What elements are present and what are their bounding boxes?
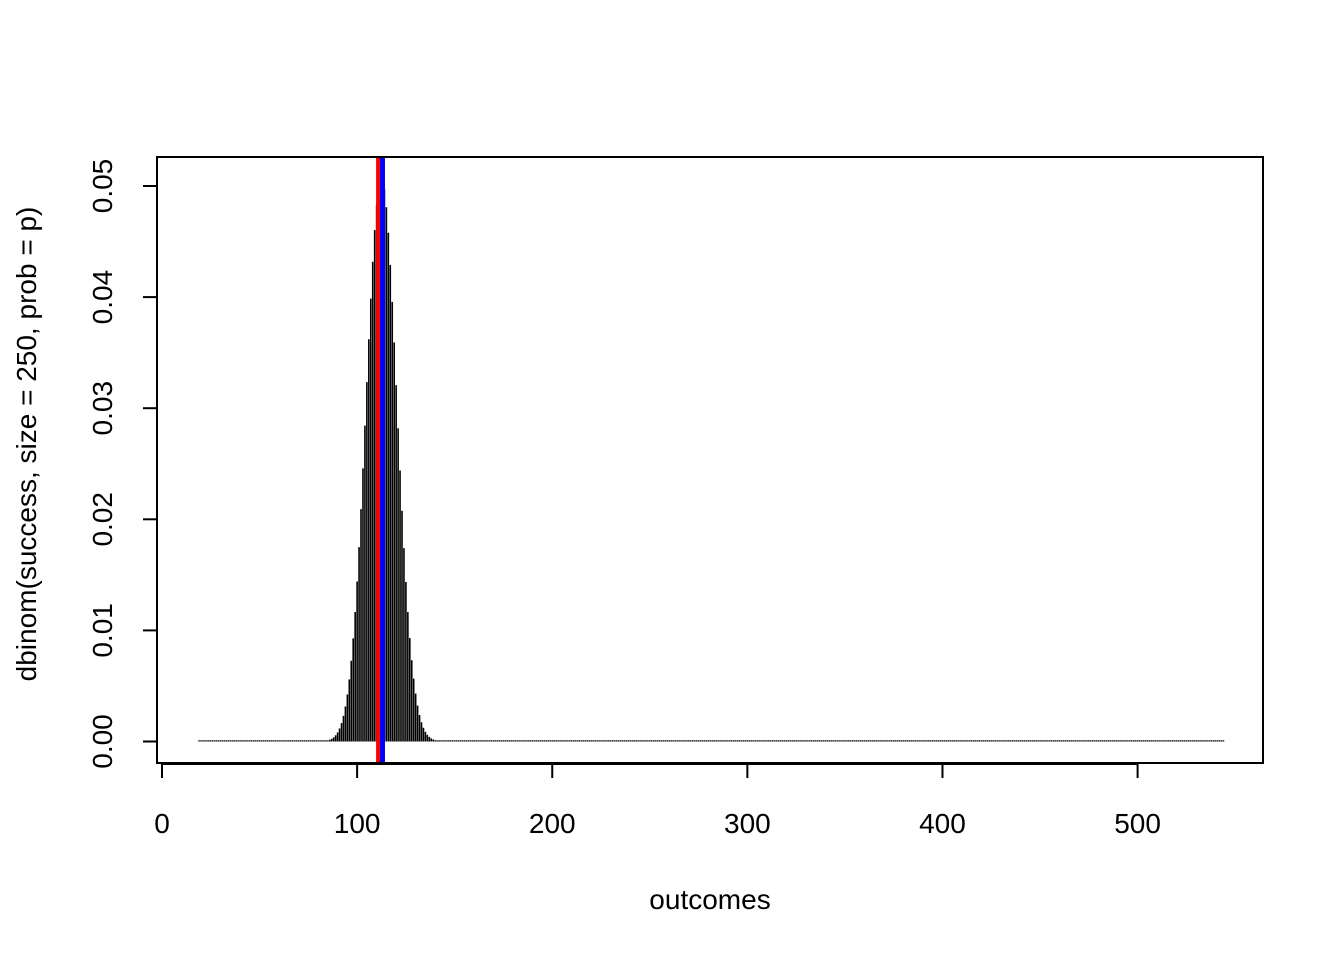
x-tick-label: 100 bbox=[334, 808, 381, 839]
x-axis-label: outcomes bbox=[649, 884, 770, 915]
y-tick-label: 0.01 bbox=[87, 603, 118, 658]
y-axis: 0.00 0.01 0.02 0.03 0.04 0.05 bbox=[87, 159, 158, 769]
plot-frame bbox=[156, 156, 1264, 764]
y-tick-label: 0.02 bbox=[87, 492, 118, 547]
y-axis-label: dbinom(success, size = 250, prob = p) bbox=[11, 207, 42, 682]
y-tick-label: 0.05 bbox=[87, 159, 118, 214]
y-tick-label: 0.00 bbox=[87, 714, 118, 769]
x-tick-label: 300 bbox=[724, 808, 771, 839]
bar-series bbox=[198, 179, 1225, 742]
y-tick-label: 0.04 bbox=[87, 270, 118, 325]
x-axis: 0 100 200 300 400 500 bbox=[154, 763, 1161, 839]
reference-lines bbox=[376, 157, 385, 763]
x-tick-label: 500 bbox=[1114, 808, 1161, 839]
y-tick-label: 0.03 bbox=[87, 381, 118, 436]
x-tick-label: 0 bbox=[154, 808, 170, 839]
x-tick-label: 200 bbox=[529, 808, 576, 839]
x-tick-label: 400 bbox=[919, 808, 966, 839]
